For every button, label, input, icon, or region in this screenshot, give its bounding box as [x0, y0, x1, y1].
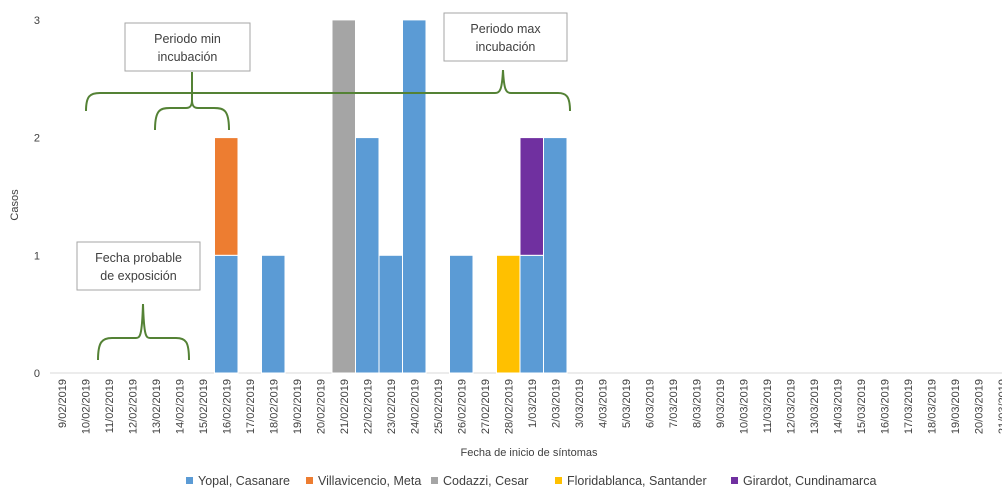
bar-segment	[355, 137, 380, 374]
x-tick-label: 9/03/2019	[715, 379, 727, 428]
x-tick-label: 28/02/2019	[503, 379, 515, 434]
max-incubation-bracket	[85, 69, 571, 112]
x-tick-label: 20/02/2019	[315, 379, 327, 434]
annotations: Periodo min incubación Periodo max incub…	[76, 12, 571, 361]
x-tick-label: 20/03/2019	[973, 379, 985, 434]
x-tick-label: 14/02/2019	[174, 379, 186, 434]
legend-swatch	[186, 477, 193, 484]
x-tick-label: 6/03/2019	[644, 379, 656, 428]
x-tick-label: 10/03/2019	[738, 379, 750, 434]
x-tick-label: 13/03/2019	[809, 379, 821, 434]
legend-label: Girardot, Cundinamarca	[743, 474, 876, 488]
x-tick-label: 4/03/2019	[597, 379, 609, 428]
x-tick-label: 18/02/2019	[268, 379, 280, 434]
bar-segment	[214, 137, 239, 256]
legend-label: Villavicencio, Meta	[318, 474, 421, 488]
max-incubation-label-line2: incubación	[476, 40, 536, 54]
legend-label: Yopal, Casanare	[198, 474, 290, 488]
exposure-box	[76, 241, 201, 291]
bar-segment	[543, 137, 568, 374]
exposure-bracket	[97, 303, 190, 361]
legend-swatch	[731, 477, 738, 484]
bars	[214, 19, 568, 374]
bar-segment	[449, 254, 474, 374]
x-tick-label: 14/03/2019	[832, 379, 844, 434]
x-tick-label: 3/03/2019	[574, 379, 586, 428]
x-tick-label: 11/03/2019	[762, 379, 774, 433]
x-tick-label: 12/02/2019	[127, 379, 139, 434]
x-axis-title: Fecha de inicio de síntomas	[461, 447, 598, 459]
x-tick-label: 2/03/2019	[550, 379, 562, 428]
bar-segment	[214, 254, 239, 374]
min-incubation-label-line2: incubación	[158, 50, 218, 64]
x-tick-label: 18/03/2019	[926, 379, 938, 434]
x-tick-label: 23/02/2019	[386, 379, 398, 434]
bar-segment	[261, 254, 286, 374]
exposure-label-line2: de exposición	[100, 269, 176, 283]
bar-segment	[402, 19, 427, 374]
legend-swatch	[555, 477, 562, 484]
x-tick-label: 21/02/2019	[339, 379, 351, 434]
x-tick-label: 22/02/2019	[362, 379, 374, 434]
max-incubation-label-line1: Periodo max	[470, 22, 541, 36]
x-tick-label: 12/03/2019	[785, 379, 797, 434]
x-tick-label: 15/03/2019	[856, 379, 868, 434]
y-axis-title: Casos	[9, 189, 21, 221]
legend-label: Floridablanca, Santander	[567, 474, 707, 488]
x-tick-label: 21/03/2019	[997, 379, 1002, 434]
x-tick-label: 17/02/2019	[245, 379, 257, 434]
bar-segment	[519, 137, 544, 256]
min-incubation-box	[124, 22, 251, 72]
x-axis: 9/02/2019 10/02/2019 11/02/2019 12/02/2019 1…	[50, 372, 1002, 434]
x-tick-label: 15/02/2019	[198, 379, 210, 434]
x-tick-label: 25/02/2019	[433, 379, 445, 434]
x-tick-label: 16/03/2019	[879, 379, 891, 434]
x-tick-label: 5/03/2019	[621, 379, 633, 428]
legend-swatch	[431, 477, 438, 484]
x-tick-label: 19/02/2019	[292, 379, 304, 434]
y-tick-label: 0	[34, 368, 40, 380]
max-incubation-box	[443, 12, 568, 62]
y-tick-label: 1	[34, 250, 40, 262]
y-tick-label: 3	[34, 15, 40, 27]
bar-segment	[496, 254, 521, 374]
legend-label: Codazzi, Cesar	[443, 474, 528, 488]
legend: Yopal, Casanare Villavicencio, Meta Codazz…	[186, 474, 876, 488]
x-tick-label: 26/02/2019	[456, 379, 468, 434]
x-tick-label: 7/03/2019	[668, 379, 680, 428]
x-tick-label: 13/02/2019	[151, 379, 163, 434]
x-tick-label: 8/03/2019	[691, 379, 703, 428]
min-incubation-bracket	[154, 99, 230, 131]
x-tick-label: 19/03/2019	[950, 379, 962, 434]
x-tick-label: 1/03/2019	[527, 379, 539, 428]
x-tick-label: 16/02/2019	[221, 379, 233, 434]
x-tick-label: 24/02/2019	[409, 379, 421, 434]
x-tick-label: 10/02/2019	[80, 379, 92, 434]
legend-swatch	[306, 477, 313, 484]
y-axis: 0 1 2 3	[34, 15, 40, 380]
x-tick-label: 17/03/2019	[903, 379, 915, 434]
bar-segment	[378, 254, 403, 374]
x-tick-label: 27/02/2019	[480, 379, 492, 434]
bar-segment	[519, 254, 544, 374]
y-tick-label: 2	[34, 133, 40, 145]
min-incubation-label-line1: Periodo min	[154, 32, 221, 46]
x-tick-label: 11/02/2019	[104, 379, 116, 433]
exposure-label-line1: Fecha probable	[95, 251, 182, 265]
bar-segment	[331, 19, 356, 374]
x-tick-label: 9/02/2019	[57, 379, 69, 428]
